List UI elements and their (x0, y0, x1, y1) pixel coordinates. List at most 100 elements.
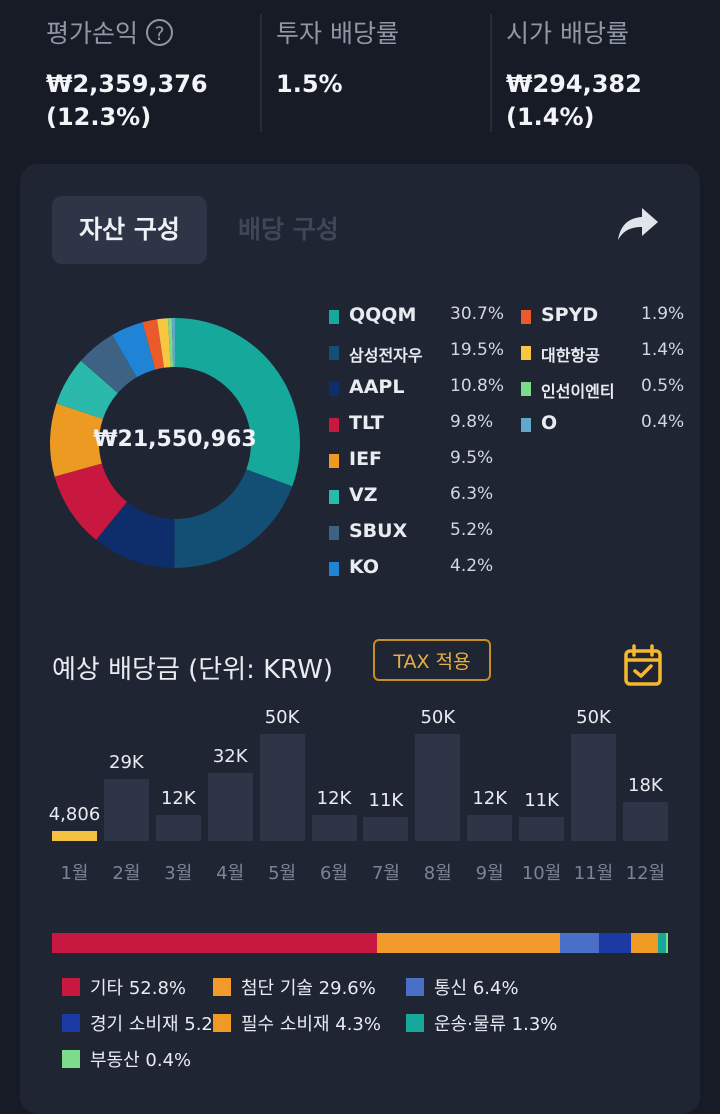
sector-label: 경기 소비재 5.2% (90, 1014, 230, 1035)
legend-swatch (62, 978, 80, 996)
market-yield-amount: ₩294,382 (506, 70, 642, 98)
holding-pct: 6.3% (450, 484, 494, 504)
holding-pct: 1.9% (641, 304, 685, 324)
bar-value-label: 29K (109, 751, 144, 773)
legend-swatch (521, 310, 531, 324)
bar-value-label: 50K (576, 707, 611, 728)
legend-swatch (406, 978, 424, 996)
donut-svg (49, 318, 300, 568)
invest-yield-value: 1.5% (276, 70, 343, 98)
holding-name: 대한항공 (541, 346, 600, 365)
month-label: 12월 (625, 863, 666, 884)
holding-name: O (541, 412, 558, 434)
dividend-bar[interactable] (519, 817, 565, 841)
dividend-title: 예상 배당금 (단위: KRW) (52, 655, 334, 685)
dividend-bar[interactable] (52, 830, 97, 841)
dividend-bar[interactable] (363, 817, 409, 841)
sector-segment (52, 933, 378, 953)
dividend-bar[interactable] (571, 734, 616, 841)
holding-pct: 5.2% (450, 520, 494, 540)
sector-label: 통신 6.4% (434, 978, 519, 999)
sector-segment (559, 933, 599, 953)
bar-value-label: 11K (524, 790, 559, 812)
holding-name: IEF (349, 448, 383, 470)
holding-pct: 19.5% (450, 340, 505, 360)
legend-swatch (213, 978, 231, 996)
sector-segment (657, 933, 666, 953)
holding-pct: 4.2% (450, 556, 494, 576)
tab-dividend-composition[interactable]: 배당 구성 (238, 215, 339, 244)
holding-name: QQQM (349, 304, 417, 326)
donut-slice-3 (54, 463, 128, 540)
month-label: 4월 (216, 863, 245, 884)
dividend-bar[interactable] (103, 778, 149, 841)
holding-name: SPYD (541, 304, 599, 326)
legend-swatch (406, 1014, 424, 1032)
holding-name: 인선이엔티 (541, 382, 615, 401)
legend-swatch (62, 1050, 80, 1068)
donut-slice-5 (56, 360, 118, 419)
eval-pl-pct: (12.3%) (46, 103, 152, 131)
month-label: 7월 (371, 863, 400, 884)
month-label: 10월 (521, 863, 562, 884)
dividend-bar[interactable] (259, 734, 305, 841)
sector-stacked-bar (52, 933, 668, 953)
holding-pct: 0.5% (641, 376, 685, 396)
bar-value-label: 32K (212, 745, 248, 767)
donut-slice-6 (80, 334, 137, 394)
holding-pct: 9.8% (450, 412, 494, 432)
donut-slice-8 (142, 319, 165, 370)
sector-segment (665, 933, 668, 953)
legend-swatch (329, 490, 339, 504)
month-label: 9월 (475, 863, 504, 884)
asset-donut-chart (46, 314, 304, 572)
dividend-bar[interactable] (415, 734, 461, 841)
donut-slice-10 (167, 318, 174, 368)
legend-swatch (329, 526, 339, 540)
holding-name: TLT (349, 412, 384, 434)
bar-value-label: 50K (420, 707, 456, 728)
month-label: 3월 (164, 863, 193, 884)
sector-label: 운송·물류 1.3% (434, 1014, 558, 1035)
donut-slice-1 (174, 469, 293, 568)
market-yield-stat: 시가 배당률 ₩294,382 (1.4%) (506, 14, 642, 134)
dividend-bar[interactable] (155, 815, 201, 841)
calendar-check-icon[interactable] (624, 644, 662, 686)
dividend-bar[interactable] (467, 815, 513, 841)
donut-slice-7 (112, 322, 156, 378)
donut-slice-2 (96, 501, 175, 568)
tax-apply-button[interactable]: TAX 적용 (373, 639, 491, 681)
legend-swatch (329, 418, 339, 432)
eval-pl-stat: 평가손익? ₩2,359,376 (12.3%) (46, 14, 208, 134)
dividend-bar[interactable] (207, 772, 253, 841)
eval-pl-label: 평가손익 (46, 19, 139, 48)
market-yield-label: 시가 배당률 (506, 19, 629, 48)
sector-segment (631, 933, 658, 953)
sector-label: 첨단 기술 29.6% (241, 978, 376, 999)
donut-slice-4 (49, 403, 103, 477)
portfolio-card: 자산 구성 배당 구성 ₩21,550,963 QQQM 30.7% 삼성전자우 19… (20, 164, 700, 1114)
month-label: 1월 (60, 863, 89, 884)
invest-yield-label: 투자 배당률 (276, 19, 399, 48)
sector-segment (377, 933, 560, 953)
tab-asset-composition[interactable]: 자산 구성 (52, 196, 207, 264)
holding-pct: 9.5% (450, 448, 494, 468)
invest-yield-stat: 투자 배당률 1.5% (276, 14, 399, 101)
holding-name: 삼성전자우 (349, 346, 423, 365)
dividend-bar[interactable] (622, 802, 668, 841)
dividend-bar[interactable] (311, 815, 357, 841)
holding-pct: 10.8% (450, 376, 505, 396)
sector-label: 기타 52.8% (90, 978, 187, 999)
share-arrow-icon[interactable] (616, 204, 660, 244)
holding-name: AAPL (349, 376, 405, 398)
donut-slice-11 (171, 318, 175, 368)
bar-value-label: 4,806 (48, 803, 101, 825)
sector-label: 부동산 0.4% (90, 1050, 192, 1071)
holding-pct: 0.4% (641, 412, 685, 432)
month-label: 6월 (319, 863, 348, 884)
help-icon[interactable]: ? (146, 19, 174, 46)
legend-swatch (521, 382, 531, 396)
bar-value-label: 18K (628, 775, 663, 797)
legend-swatch (329, 346, 339, 360)
legend-swatch (329, 454, 339, 468)
